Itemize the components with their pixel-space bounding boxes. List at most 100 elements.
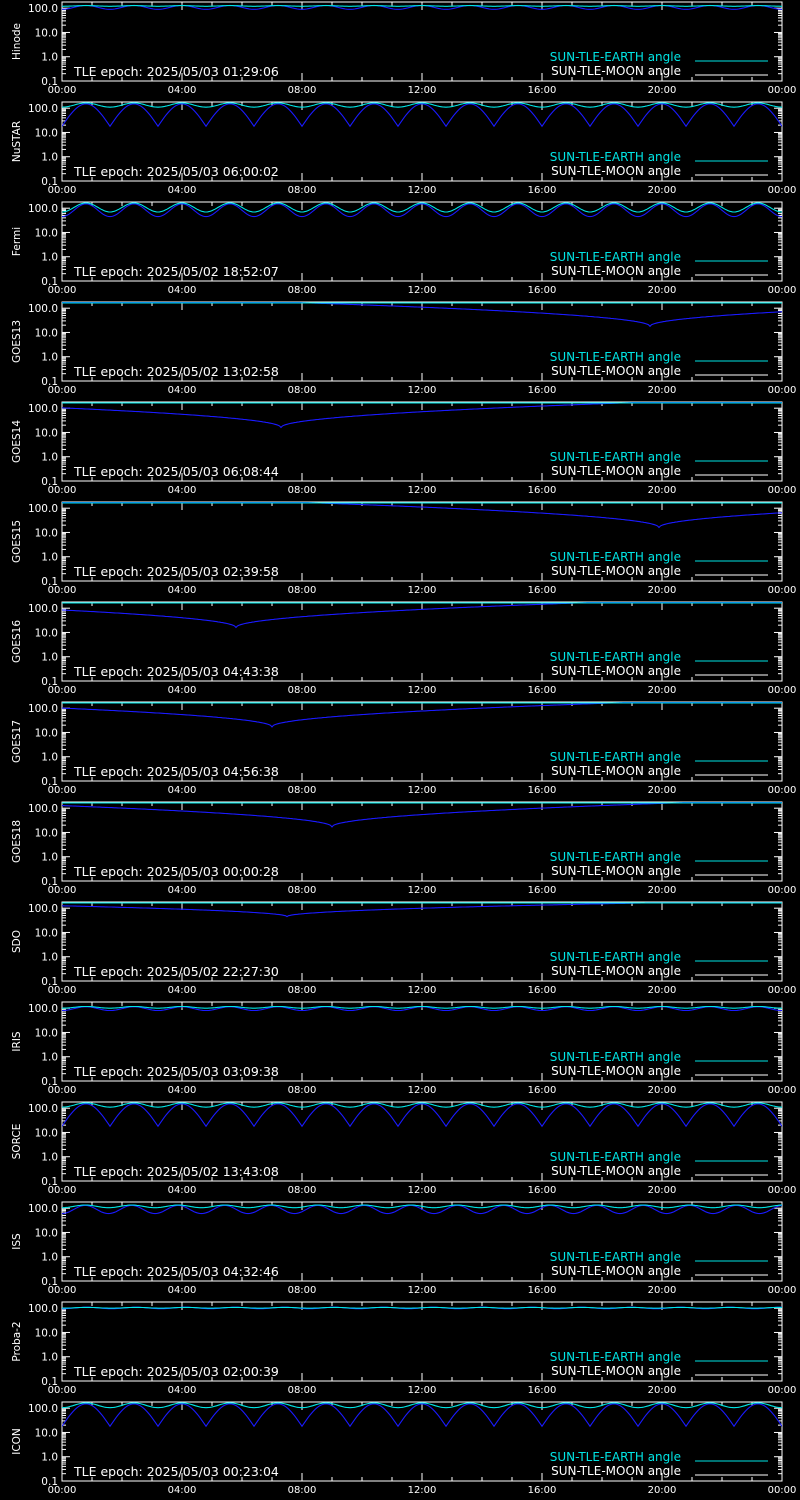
x-tick-label: 20:00	[648, 185, 677, 196]
legend-moon-label: SUN-TLE-MOON angle	[551, 864, 681, 878]
series-sun-tle-moon	[62, 302, 782, 328]
series-sun-tle-moon	[62, 103, 782, 128]
legend-moon-label: SUN-TLE-MOON angle	[551, 264, 681, 278]
y-tick-label: 0.1	[41, 776, 58, 788]
x-tick-label: 00:00	[48, 1485, 77, 1496]
series-sun-tle-earth	[62, 1306, 782, 1309]
y-tick-label: 1.0	[41, 852, 58, 864]
x-tick-label: 00:00	[48, 285, 77, 296]
satellite-label: Proba-2	[11, 1321, 23, 1361]
x-tick-label: 00:00	[48, 1385, 77, 1396]
x-tick-label: 20:00	[648, 785, 677, 796]
tle-epoch-label: TLE epoch: 2025/05/02 13:02:58	[73, 364, 279, 379]
y-tick-label: 10.0	[35, 927, 58, 939]
y-tick-label: 100.0	[28, 103, 58, 115]
chart-panel-goes13: 0.1 1.0 10.0 100.0 00:00 04:00 08:00 12:00 16:00…	[11, 301, 796, 396]
series-sun-tle-moon	[62, 402, 782, 429]
x-tick-label: 00:00	[768, 985, 797, 996]
satellite-label: NuSTAR	[11, 121, 23, 162]
y-tick-label: 1.0	[41, 752, 58, 764]
y-tick-label: 0.1	[41, 76, 58, 88]
chart-panel-sorce: 0.1 1.0 10.0 100.0 00:00 04:00 08:00 12:00 16:00…	[11, 1101, 796, 1196]
x-tick-label: 00:00	[768, 1485, 797, 1496]
x-tick-label: 16:00	[528, 185, 557, 196]
x-tick-label: 08:00	[288, 885, 317, 896]
satellite-label: GOES16	[11, 620, 23, 663]
x-tick-label: 04:00	[168, 185, 197, 196]
x-tick-label: 12:00	[408, 785, 437, 796]
x-tick-label: 04:00	[168, 885, 197, 896]
chart-panel-goes16: 0.1 1.0 10.0 100.0 00:00 04:00 08:00 12:00 16:00…	[11, 601, 797, 696]
x-tick-label: 16:00	[528, 285, 557, 296]
x-tick-label: 00:00	[768, 685, 797, 696]
satellite-label: GOES15	[11, 520, 23, 563]
legend-moon-label: SUN-TLE-MOON angle	[551, 364, 681, 378]
x-tick-label: 08:00	[288, 1085, 317, 1096]
y-tick-label: 10.0	[35, 1127, 58, 1139]
y-tick-label: 10.0	[35, 1327, 58, 1339]
y-tick-label: 10.0	[35, 527, 58, 539]
tle-epoch-label: TLE epoch: 2025/05/02 18:52:07	[73, 264, 279, 279]
x-tick-label: 08:00	[288, 1185, 317, 1196]
y-tick-label: 0.1	[41, 1076, 58, 1088]
tle-epoch-label: TLE epoch: 2025/05/03 06:00:02	[73, 164, 279, 179]
satellite-label: ISS	[11, 1233, 23, 1250]
x-tick-label: 00:00	[48, 485, 77, 496]
y-tick-label: 0.1	[41, 1376, 58, 1388]
y-tick-label: 1.0	[41, 1052, 58, 1064]
y-tick-label: 1.0	[41, 52, 58, 64]
y-tick-label: 100.0	[28, 703, 58, 715]
x-tick-label: 12:00	[408, 285, 437, 296]
y-tick-label: 100.0	[28, 1403, 58, 1415]
legend-moon-label: SUN-TLE-MOON angle	[551, 64, 681, 78]
chart-panel-goes17: 0.1 1.0 10.0 100.0 00:00 04:00 08:00 12:00 16:00…	[11, 701, 796, 796]
legend-earth-label: SUN-TLE-EARTH angle	[550, 50, 681, 64]
x-tick-label: 20:00	[648, 85, 677, 96]
y-tick-label: 0.1	[41, 176, 58, 188]
y-tick-label: 10.0	[35, 1427, 58, 1439]
y-tick-label: 10.0	[35, 1027, 58, 1039]
x-tick-label: 16:00	[528, 785, 557, 796]
x-tick-label: 12:00	[408, 385, 437, 396]
x-tick-label: 08:00	[288, 185, 317, 196]
tle-epoch-label: TLE epoch: 2025/05/03 01:29:06	[73, 64, 279, 79]
y-tick-label: 100.0	[28, 1203, 58, 1215]
chart-panel-icon: 0.1 1.0 10.0 100.0 00:00 04:00 08:00 12:00 16:00…	[11, 1401, 797, 1496]
x-tick-label: 12:00	[408, 885, 437, 896]
x-tick-label: 16:00	[528, 385, 557, 396]
legend-moon-label: SUN-TLE-MOON angle	[551, 1164, 681, 1178]
y-tick-label: 1.0	[41, 652, 58, 664]
y-tick-label: 1.0	[41, 252, 58, 264]
x-tick-label: 20:00	[648, 1385, 677, 1396]
x-tick-label: 00:00	[768, 585, 797, 596]
y-tick-label: 1.0	[41, 1352, 58, 1364]
x-tick-label: 08:00	[288, 285, 317, 296]
x-tick-label: 04:00	[168, 1285, 197, 1296]
x-tick-label: 12:00	[408, 685, 437, 696]
y-tick-label: 0.1	[41, 376, 58, 388]
x-tick-label: 16:00	[528, 85, 557, 96]
x-tick-label: 16:00	[528, 885, 557, 896]
x-tick-label: 20:00	[648, 1485, 677, 1496]
legend-moon-label: SUN-TLE-MOON angle	[551, 1064, 681, 1078]
y-tick-label: 1.0	[41, 352, 58, 364]
legend-moon-label: SUN-TLE-MOON angle	[551, 964, 681, 978]
x-tick-label: 00:00	[48, 1285, 77, 1296]
chart-panel-goes18: 0.1 1.0 10.0 100.0 00:00 04:00 08:00 12:00 16:00…	[11, 801, 796, 896]
x-tick-label: 16:00	[528, 1485, 557, 1496]
x-tick-label: 04:00	[168, 585, 197, 596]
x-tick-label: 00:00	[48, 785, 77, 796]
legend-moon-label: SUN-TLE-MOON angle	[551, 664, 681, 678]
x-tick-label: 04:00	[168, 485, 197, 496]
tle-epoch-label: TLE epoch: 2025/05/03 02:00:39	[73, 1364, 279, 1379]
tle-epoch-label: TLE epoch: 2025/05/03 04:32:46	[73, 1264, 279, 1279]
chart-panel-iss: 0.1 1.0 10.0 100.0 00:00 04:00 08:00 12:00 16:00…	[11, 1201, 796, 1296]
y-tick-label: 100.0	[28, 1003, 58, 1015]
y-tick-label: 0.1	[41, 476, 58, 488]
tle-epoch-label: TLE epoch: 2025/05/03 00:23:04	[73, 1464, 279, 1479]
tle-epoch-label: TLE epoch: 2025/05/03 04:43:38	[73, 664, 279, 679]
y-tick-label: 0.1	[41, 1176, 58, 1188]
x-tick-label: 16:00	[528, 1385, 557, 1396]
chart-panel-nustar: 0.1 1.0 10.0 100.0 00:00 04:00 08:00 12:00 16:00…	[11, 101, 796, 196]
